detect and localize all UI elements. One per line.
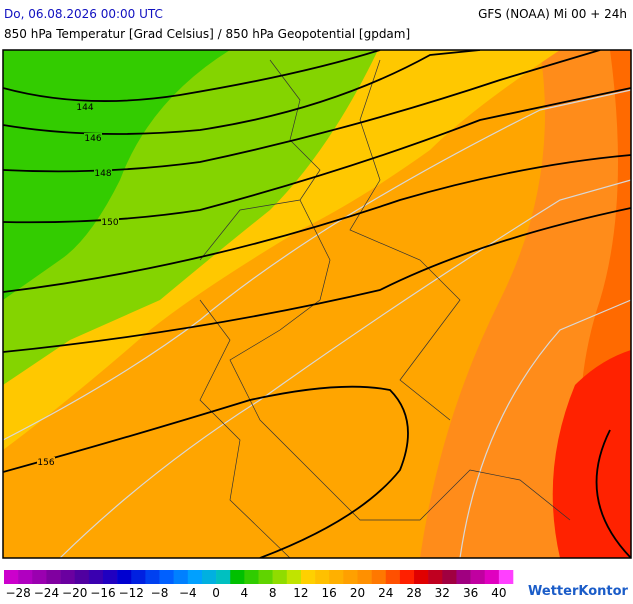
contour-label: 156 — [37, 458, 54, 468]
contour-label: 148 — [94, 169, 111, 179]
colorbar-swatch — [484, 570, 500, 584]
logo: WetterKontor — [528, 584, 629, 599]
colorbar-swatch — [187, 570, 203, 584]
colorbar-swatch — [498, 570, 514, 584]
subtitle: 850 hPa Temperatur [Grad Celsius] / 850 … — [4, 27, 410, 41]
colorbar-swatch — [357, 570, 372, 584]
map-frame — [2, 49, 632, 559]
colorbar-label: 0 — [212, 586, 220, 600]
colorbar-swatch — [329, 570, 344, 584]
date: Do, 06.08.2026 00:00 UTC — [4, 7, 163, 21]
colorbar-label: 24 — [378, 586, 393, 600]
colorbar: −28 −24 −20 −16 −12 −8 −4 0 4 8 12 16 20 24 28 32 36 40 — [4, 570, 514, 600]
colorbar-label: 4 — [241, 586, 249, 600]
colorbar-label: 16 — [322, 586, 337, 600]
colorbar-swatch — [18, 570, 33, 584]
colorbar-swatch — [60, 570, 75, 584]
colorbar-swatch — [244, 570, 259, 584]
colorbar-swatch — [315, 570, 330, 584]
contour-label: 150 — [101, 218, 118, 228]
colorbar-swatch — [230, 570, 245, 584]
colorbar-swatch — [173, 570, 189, 584]
region — [552, 350, 631, 558]
colorbar-label: 12 — [293, 586, 308, 600]
colorbar-label: −8 — [151, 586, 169, 600]
colorbar-swatch — [159, 570, 174, 584]
model: GFS (NOAA) Mi 00 + 24h — [478, 7, 627, 21]
label-bg — [94, 168, 112, 178]
contour — [3, 154, 631, 293]
contour — [3, 87, 631, 224]
colorbar-swatch — [442, 570, 457, 584]
colorbar-swatch — [32, 570, 47, 584]
colorbar-swatch — [272, 570, 288, 584]
label-bg — [76, 102, 94, 112]
contour — [3, 50, 481, 135]
colorbar-swatch — [201, 570, 217, 584]
colorbar-swatch — [102, 570, 118, 584]
colorbar-label: 36 — [463, 586, 478, 600]
isotherm — [459, 299, 631, 558]
colorbar-swatch — [4, 570, 19, 584]
isotherm — [3, 89, 631, 441]
colorbar-label: 28 — [406, 586, 421, 600]
colorbar-label: −16 — [90, 586, 115, 600]
contour-label: 144 — [76, 103, 93, 113]
colorbar-swatch — [131, 570, 146, 584]
border — [199, 59, 571, 558]
contour — [3, 50, 381, 102]
colorbar-label: −12 — [119, 586, 144, 600]
colorbar-swatch — [456, 570, 471, 584]
colorbar-swatch — [428, 570, 443, 584]
label-bg — [84, 133, 102, 143]
colorbar-label: −24 — [34, 586, 59, 600]
colorbar-swatch — [74, 570, 90, 584]
contour-label: 146 — [84, 134, 101, 144]
colorbar-swatch — [46, 570, 61, 584]
label-bg — [101, 217, 119, 227]
colorbar-swatch — [286, 570, 302, 584]
colorbar-label: −20 — [62, 586, 87, 600]
region — [3, 50, 230, 300]
colorbar-swatch — [385, 570, 401, 584]
colorbar-swatch — [145, 570, 160, 584]
colorbar-swatch — [343, 570, 358, 584]
contour — [595, 429, 631, 558]
colorbar-label: 20 — [350, 586, 365, 600]
isotherm — [59, 179, 631, 558]
colorbar-label: 32 — [435, 586, 450, 600]
contour — [3, 385, 409, 558]
map: 144 146 148 150 156 — [3, 50, 631, 558]
colorbar-label: 8 — [269, 586, 277, 600]
colorbar-swatch — [414, 570, 429, 584]
colorbar-swatch — [300, 570, 316, 584]
colorbar-swatch — [216, 570, 231, 584]
colorbar-swatch — [258, 570, 273, 584]
contour — [3, 50, 601, 173]
contour — [3, 207, 631, 353]
colorbar-label: 40 — [491, 586, 506, 600]
colorbar-swatch — [371, 570, 387, 584]
colorbar-label: −4 — [179, 586, 197, 600]
colorbar-swatch — [470, 570, 486, 584]
colorbar-swatch — [399, 570, 415, 584]
label-bg — [37, 457, 55, 467]
colorbar-label: −28 — [5, 586, 30, 600]
colorbar-swatch — [88, 570, 104, 584]
colorbar-swatch — [117, 570, 132, 584]
